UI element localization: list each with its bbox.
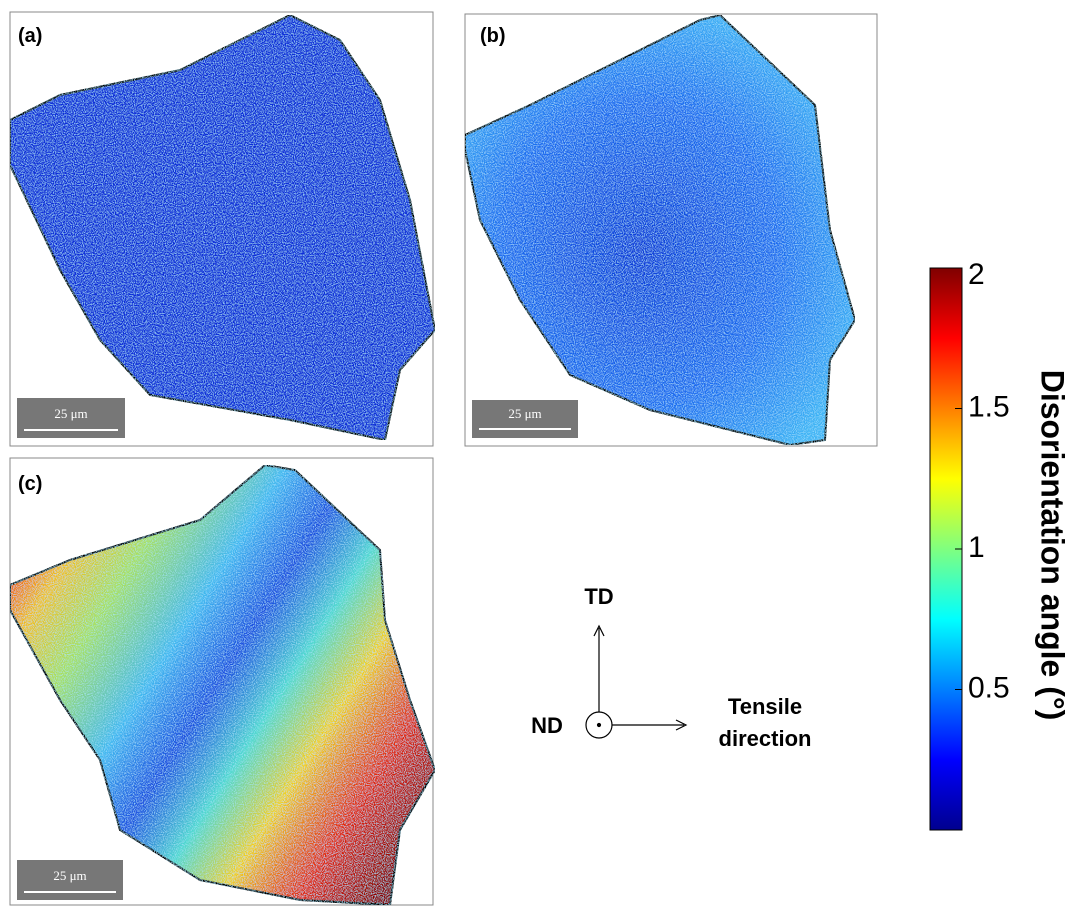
panel-a: (a) 25 μm — [9, 11, 437, 447]
scale-bar-label: 25 μm — [53, 868, 86, 883]
panel-label: (a) — [18, 25, 42, 47]
tensile-label: direction — [719, 726, 812, 751]
td-label: TD — [584, 584, 613, 609]
scale-bar-label: 25 μm — [508, 406, 541, 421]
scale-bar-box — [472, 400, 578, 438]
nd-label: ND — [531, 713, 563, 738]
panel-b: (b) 25 μm — [464, 13, 878, 447]
grain-map — [9, 463, 437, 907]
panel-c: (c) 25 μm — [9, 457, 437, 907]
colorbar-label: Disorientation angle (°) — [1035, 370, 1071, 721]
axes-diagram — [585, 624, 688, 739]
tensile-label: Tensile — [728, 694, 802, 719]
scale-bar-box — [17, 860, 123, 900]
grain-map — [9, 13, 437, 442]
scale-bar-label: 25 μm — [54, 406, 87, 421]
tick-label: 0.5 — [968, 671, 1010, 704]
colorbar-ticks: 0.5 1 1.5 2 — [955, 258, 1010, 704]
tick-label: 1 — [968, 531, 985, 564]
nd-dot — [596, 722, 602, 728]
arrow-head — [675, 719, 688, 731]
tick-label: 1.5 — [968, 390, 1010, 423]
grain-map — [464, 13, 857, 447]
tick-label: 2 — [968, 258, 985, 291]
panel-label: (c) — [18, 473, 42, 495]
scale-bar-box — [17, 398, 125, 438]
arrow-head — [593, 624, 605, 637]
panel-label: (b) — [480, 25, 506, 47]
